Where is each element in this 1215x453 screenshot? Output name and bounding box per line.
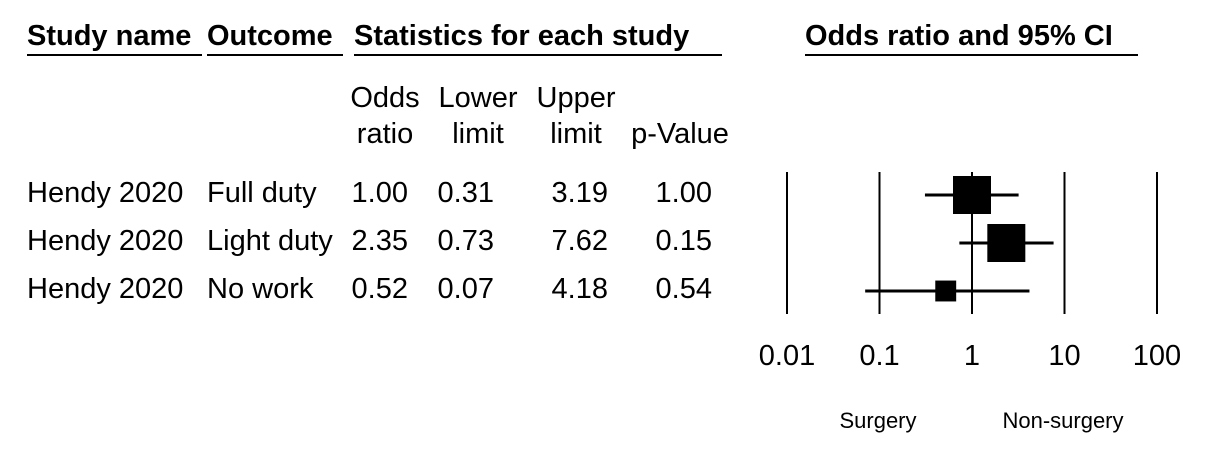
cell-p-value: 0.54 <box>655 273 712 305</box>
effect-marker <box>935 280 957 302</box>
col-header-odds-ratio-line1: Odds <box>350 82 420 114</box>
tick-label: 0.01 <box>759 340 815 372</box>
cell-lower-limit: 0.73 <box>437 225 494 257</box>
favours-right-label: Non-surgery <box>1002 408 1123 433</box>
col-header-odds-ratio-line2: ratio <box>356 118 414 150</box>
cell-odds-ratio: 2.35 <box>351 225 408 257</box>
cell-odds-ratio: 0.52 <box>351 273 408 305</box>
col-header-lower-limit: Lower limit <box>428 80 528 152</box>
header-underline-statistics <box>354 54 722 56</box>
col-header-p-value: p-Value <box>631 118 729 150</box>
col-header-odds-ratio: Odds ratio <box>340 80 430 152</box>
cell-outcome: No work <box>207 273 314 305</box>
cell-p-value: 1.00 <box>655 177 712 209</box>
cell-lower-limit: 0.31 <box>437 177 494 209</box>
tick-label: 0.1 <box>859 340 899 372</box>
cell-upper-limit: 7.62 <box>551 225 608 257</box>
col-header-upper-limit: Upper limit <box>526 80 626 152</box>
cell-lower-limit: 0.07 <box>437 273 494 305</box>
header-statistics: Statistics for each study <box>354 20 690 52</box>
cell-upper-limit: 4.18 <box>551 273 608 305</box>
col-header-upper-line1: Upper <box>536 82 616 114</box>
cell-study-name: Hendy 2020 <box>27 273 184 305</box>
favours-left-label: Surgery <box>839 408 916 433</box>
tick-label: 1 <box>964 340 980 372</box>
cell-p-value: 0.15 <box>655 225 712 257</box>
cell-upper-limit: 3.19 <box>551 177 608 209</box>
col-header-lower-line1: Lower <box>438 82 518 114</box>
tick-label: 100 <box>1133 340 1181 372</box>
tick-label: 10 <box>1048 340 1080 372</box>
header-underline-outcome <box>207 54 343 56</box>
cell-outcome: Light duty <box>207 225 333 257</box>
col-header-lower-line2: limit <box>452 118 504 150</box>
header-underline-study <box>27 54 202 56</box>
cell-study-name: Hendy 2020 <box>27 225 184 257</box>
cell-outcome: Full duty <box>207 177 317 209</box>
cell-odds-ratio: 1.00 <box>351 177 408 209</box>
header-study-name: Study name <box>27 20 192 52</box>
header-plot: Odds ratio and 95% CI <box>805 20 1113 52</box>
header-underline-plot <box>805 54 1138 56</box>
effect-marker <box>953 176 991 214</box>
col-header-upper-line2: limit <box>550 118 602 150</box>
cell-study-name: Hendy 2020 <box>27 177 184 209</box>
effect-marker <box>987 224 1026 262</box>
header-outcome: Outcome <box>207 20 333 52</box>
